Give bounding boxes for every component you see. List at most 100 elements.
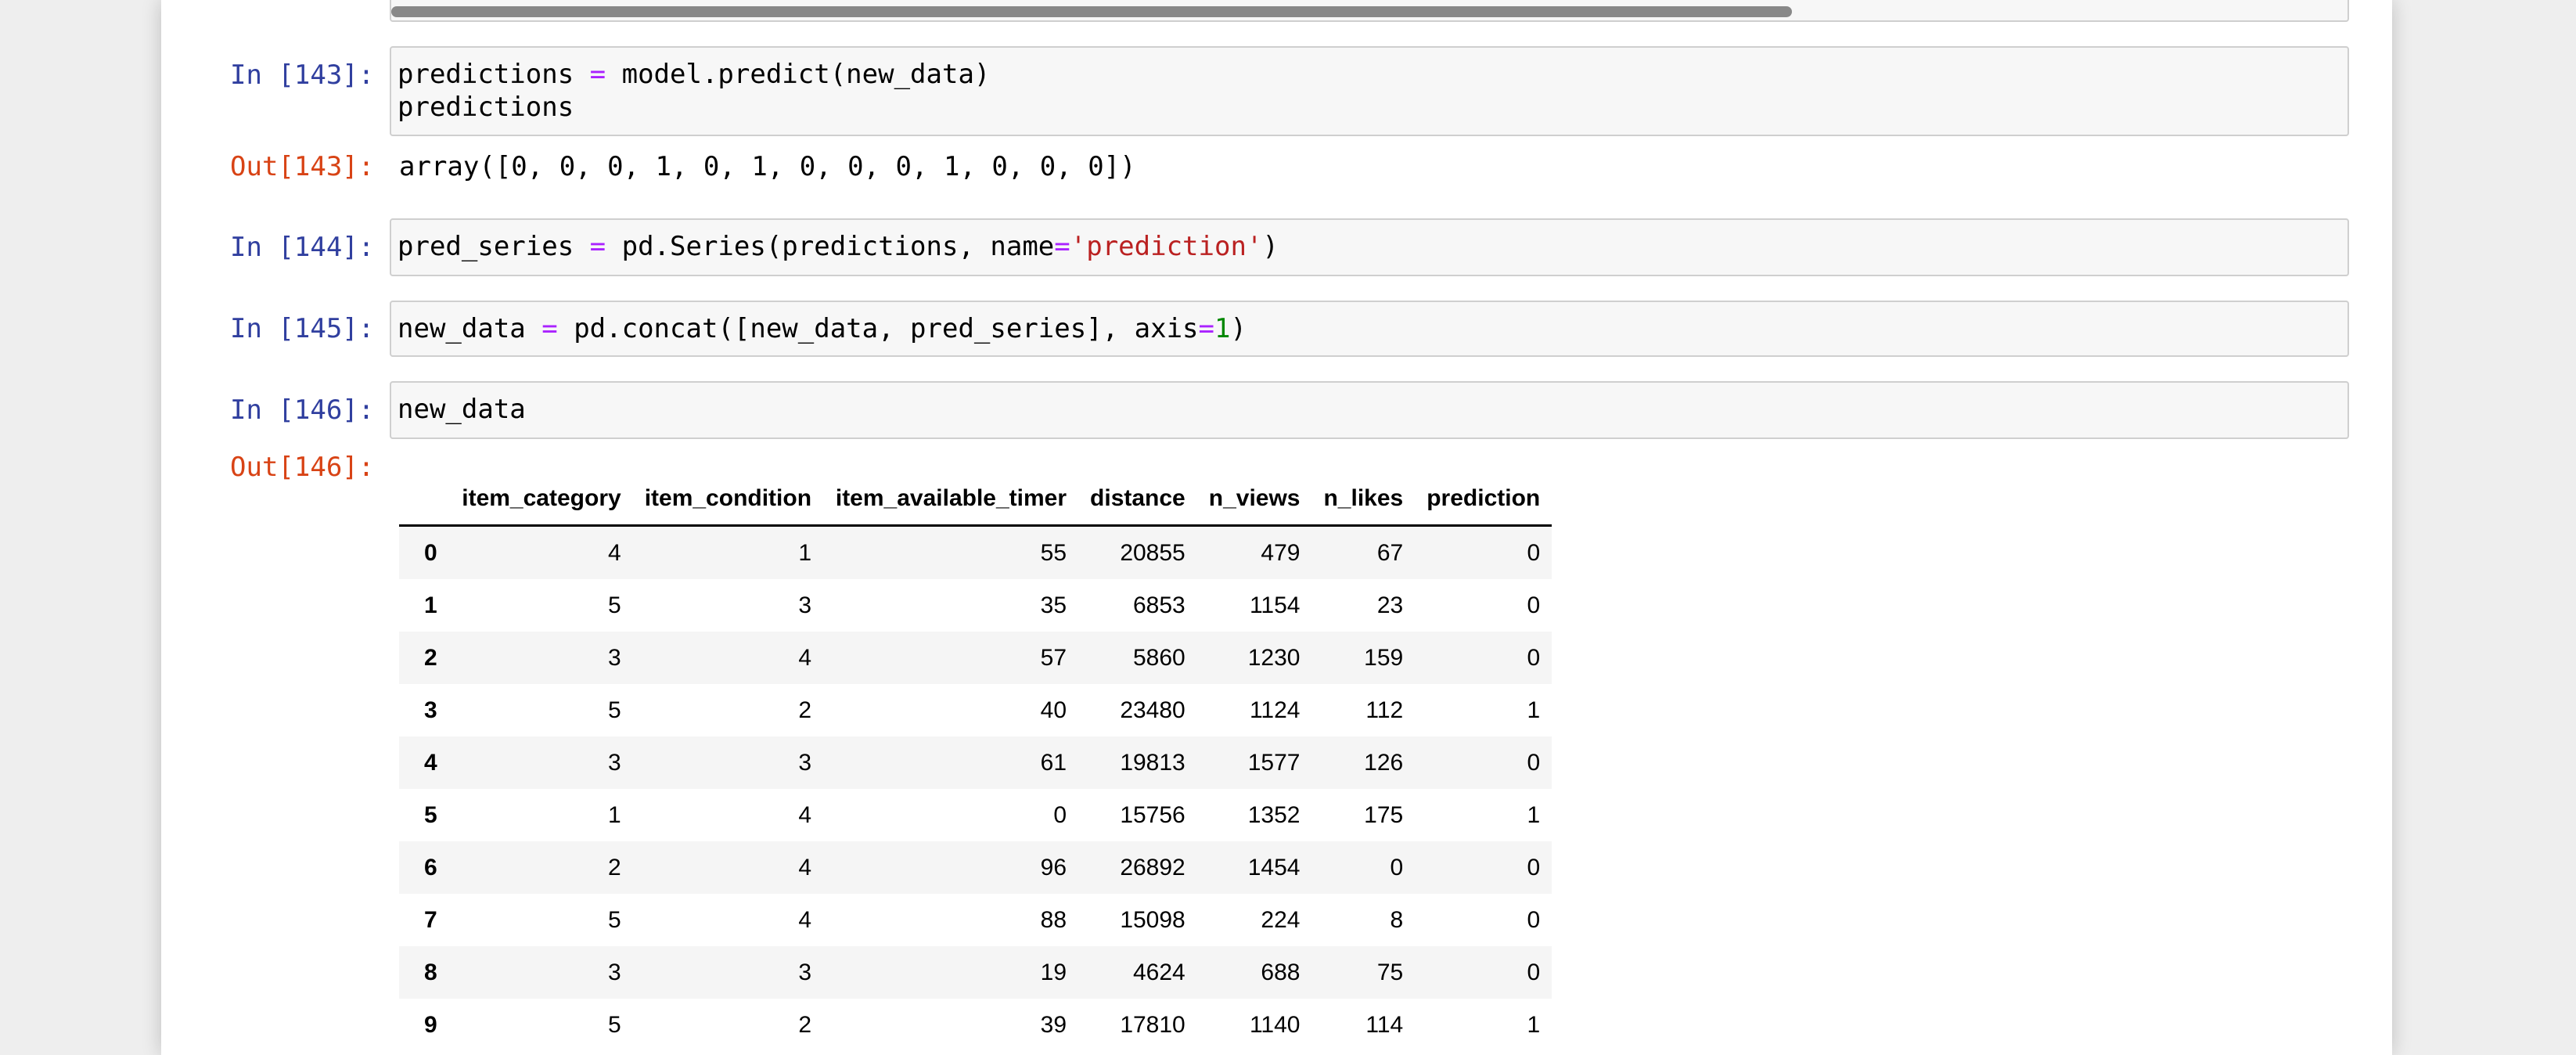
- row-index: 3: [424, 697, 437, 723]
- table-cell: 1577: [1247, 749, 1301, 776]
- header-cell: item_available_timer: [823, 473, 1079, 527]
- table-cell: 1124: [1249, 697, 1301, 723]
- table-cell: 15098: [1120, 906, 1185, 933]
- header-cell: n_likes: [1311, 473, 1416, 527]
- code-token: new_data: [398, 394, 526, 425]
- header-cell: n_views: [1196, 473, 1312, 527]
- table-cell: 15756: [1120, 801, 1185, 828]
- header-cell: distance: [1078, 473, 1197, 527]
- table-cell: 4: [798, 906, 812, 933]
- table-cell: 0: [1053, 801, 1067, 828]
- table-cell: 0: [1527, 959, 1541, 985]
- code: predictions = model.predict(new_data) pre…: [398, 58, 990, 124]
- table-row: 4 3 3 61 19813 1577 126 0: [399, 736, 1552, 789]
- code-token: ): [1230, 313, 1247, 344]
- code-token: 1: [1214, 313, 1231, 344]
- code-token: pred_series: [398, 231, 590, 262]
- code-line: predictions: [398, 91, 990, 124]
- table-row: 0 4 1 55 20855 479 67 0: [399, 525, 1552, 579]
- table-cell: 5860: [1133, 644, 1185, 671]
- header-cell: prediction: [1415, 473, 1552, 527]
- table-cell: 1352: [1247, 801, 1301, 828]
- table-cell: 2: [798, 1011, 812, 1038]
- header-row: item_category item_condition item_availabl…: [399, 473, 1552, 527]
- row-index: 1: [424, 592, 437, 618]
- table-cell: 175: [1364, 801, 1404, 828]
- table-cell: 23: [1376, 592, 1404, 618]
- table-cell: 57: [1040, 644, 1067, 671]
- table-header: item_category item_condition item_availabl…: [399, 473, 1552, 527]
- table-cell: 19: [1040, 959, 1067, 985]
- table-cell: 0: [1527, 906, 1541, 933]
- code-token: =: [589, 231, 606, 262]
- table-cell: 1: [798, 539, 812, 566]
- table-cell: 2: [798, 697, 812, 723]
- table-row: 9 5 2 39 17810 1140 114 1: [399, 999, 1552, 1051]
- table-cell: 1: [1527, 697, 1541, 723]
- code-token: ): [1262, 231, 1279, 262]
- table-cell: 0: [1527, 644, 1541, 671]
- code-token: pd.concat([new_data, pred_series], axis: [557, 313, 1199, 344]
- table-row: 6 2 4 96 26892 1454 0 0: [399, 841, 1552, 894]
- dataframe: item_category item_condition item_availabl…: [399, 473, 1552, 1051]
- table-cell: 5: [608, 697, 621, 723]
- input-prompt: In [145]:: [230, 313, 375, 344]
- table-cell: 20855: [1120, 539, 1185, 566]
- code-cell: [390, 218, 2349, 276]
- row-index: 4: [424, 749, 437, 776]
- table-cell: 26892: [1120, 854, 1185, 880]
- table-cell: 3: [798, 959, 812, 985]
- table-cell: 0: [1527, 592, 1541, 618]
- table-cell: 4: [798, 644, 812, 671]
- table-cell: 224: [1261, 906, 1301, 933]
- table-cell: 688: [1261, 959, 1301, 985]
- input-prompt: In [146]:: [230, 394, 375, 426]
- table-row: 1 5 3 35 6853 1154 23 0: [399, 579, 1552, 632]
- header-cell: [399, 473, 449, 527]
- code-line: predictions = model.predict(new_data): [398, 58, 990, 91]
- code: new_data: [398, 393, 526, 426]
- table-cell: 88: [1040, 906, 1067, 933]
- table-row: 7 5 4 88 15098 224 8 0: [399, 894, 1552, 946]
- output-prompt: Out[143]:: [230, 151, 375, 182]
- code-token: model.predict(new_data): [606, 59, 991, 90]
- table-cell: 96: [1040, 854, 1067, 880]
- header-cell: item_category: [448, 473, 633, 527]
- table-cell: 67: [1376, 539, 1404, 566]
- table-cell: 3: [608, 959, 621, 985]
- row-index: 6: [424, 854, 437, 880]
- table-cell: 8: [1390, 906, 1404, 933]
- code-token: pd.Series(predictions, name: [606, 231, 1055, 262]
- code-line: pred_series = pd.Series(predictions, nam…: [398, 230, 1279, 263]
- table-cell: 3: [798, 592, 812, 618]
- code-line: new_data: [398, 393, 526, 426]
- code-token: predictions: [398, 59, 590, 90]
- code-cell: [390, 301, 2349, 357]
- scrollbar[interactable]: [391, 6, 1792, 17]
- code-token: =: [589, 59, 606, 90]
- table-cell: 1: [1527, 1011, 1541, 1038]
- table-cell: 17810: [1120, 1011, 1185, 1038]
- table-cell: 5: [608, 592, 621, 618]
- code-token: 'prediction': [1070, 231, 1263, 262]
- table-cell: 3: [608, 749, 621, 776]
- table-cell: 126: [1364, 749, 1404, 776]
- row-index: 8: [424, 959, 437, 985]
- input-prompt: In [143]:: [230, 59, 375, 91]
- table-cell: 75: [1376, 959, 1404, 985]
- table-cell: 4: [798, 801, 812, 828]
- table-cell: 1: [608, 801, 621, 828]
- table-cell: 1140: [1249, 1011, 1301, 1038]
- table-cell: 35: [1040, 592, 1067, 618]
- table-cell: 3: [608, 644, 621, 671]
- table-cell: 1: [1527, 801, 1541, 828]
- input-prompt: In [144]:: [230, 232, 375, 263]
- table-cell: 0: [1527, 749, 1541, 776]
- table-cell: 5: [608, 1011, 621, 1038]
- row-index: 7: [424, 906, 437, 933]
- code-token: new_data: [398, 313, 542, 344]
- table-cell: 5: [608, 906, 621, 933]
- table-row: 5 1 4 0 15756 1352 175 1: [399, 789, 1552, 841]
- table-cell: 1230: [1247, 644, 1301, 671]
